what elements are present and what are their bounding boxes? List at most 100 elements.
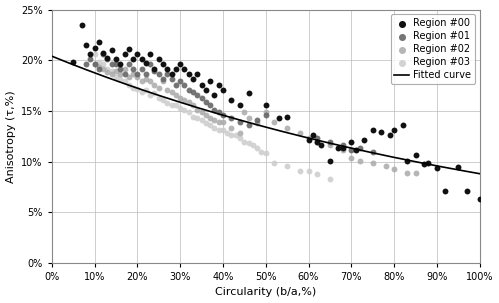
- Region #00: [309, 133, 317, 138]
- Region #00: [262, 102, 270, 107]
- Region #03: [138, 89, 146, 94]
- Region #01: [253, 118, 261, 122]
- Region #03: [168, 102, 176, 107]
- Region #03: [90, 52, 98, 57]
- Region #00: [219, 87, 227, 92]
- Region #03: [142, 87, 150, 92]
- Region #01: [146, 62, 154, 67]
- Region #01: [193, 92, 201, 97]
- Region #00: [99, 51, 107, 55]
- Region #02: [151, 82, 159, 87]
- Region #02: [159, 79, 167, 84]
- Region #01: [95, 67, 103, 72]
- Region #03: [155, 95, 163, 100]
- Region #00: [476, 197, 484, 201]
- Region #03: [185, 109, 193, 114]
- Region #00: [86, 52, 94, 57]
- Region #00: [424, 160, 432, 165]
- Region #02: [241, 109, 249, 114]
- Region #00: [454, 164, 462, 169]
- Region #00: [112, 57, 120, 62]
- Region #01: [82, 62, 90, 67]
- Region #01: [211, 108, 219, 112]
- Region #01: [206, 102, 214, 107]
- Region #03: [215, 128, 223, 132]
- Region #00: [103, 56, 111, 61]
- Region #02: [369, 160, 377, 165]
- Region #00: [228, 97, 236, 102]
- Region #01: [155, 72, 163, 77]
- Region #00: [442, 188, 450, 193]
- Region #00: [463, 188, 471, 193]
- Region #02: [339, 148, 347, 153]
- Region #02: [121, 67, 129, 72]
- Region #02: [95, 65, 103, 70]
- Region #03: [159, 97, 167, 102]
- Region #01: [326, 140, 334, 145]
- Region #01: [138, 67, 146, 72]
- Region #03: [108, 69, 116, 74]
- Region #01: [236, 120, 244, 125]
- Region #03: [181, 108, 189, 112]
- Region #00: [189, 77, 197, 82]
- Region #02: [215, 120, 223, 125]
- Region #00: [176, 62, 184, 67]
- Region #02: [103, 70, 111, 75]
- Region #03: [313, 171, 321, 176]
- Region #03: [202, 121, 210, 125]
- Region #03: [245, 141, 252, 146]
- Region #02: [347, 156, 355, 161]
- Region #02: [99, 67, 107, 72]
- Region #02: [245, 115, 252, 120]
- Fitted curve: [467, 170, 473, 174]
- Region #00: [211, 92, 219, 97]
- Region #03: [304, 168, 312, 173]
- Region #02: [168, 89, 176, 94]
- Region #00: [420, 161, 428, 166]
- Region #01: [116, 67, 124, 72]
- Region #00: [326, 158, 334, 163]
- Region #03: [219, 128, 227, 132]
- Region #01: [228, 115, 236, 120]
- Region #03: [228, 133, 236, 138]
- Region #00: [181, 67, 189, 72]
- Region #00: [125, 47, 133, 52]
- Region #03: [95, 60, 103, 65]
- Region #03: [129, 85, 137, 90]
- Region #03: [326, 176, 334, 181]
- Region #03: [198, 118, 206, 122]
- Y-axis label: Anisotropy (τ,%): Anisotropy (τ,%): [5, 90, 15, 182]
- Region #03: [232, 133, 240, 138]
- Region #00: [386, 133, 394, 138]
- Region #01: [176, 79, 184, 84]
- Region #02: [202, 112, 210, 117]
- Region #02: [138, 79, 146, 84]
- Region #02: [198, 109, 206, 114]
- Region #01: [339, 143, 347, 148]
- Fitted curve: [477, 172, 483, 175]
- Region #01: [142, 72, 150, 77]
- Region #03: [223, 131, 231, 136]
- Region #01: [189, 89, 197, 94]
- Region #02: [304, 136, 312, 141]
- Region #03: [193, 115, 201, 120]
- Region #02: [181, 97, 189, 102]
- Region #02: [313, 140, 321, 145]
- Region #02: [326, 143, 334, 148]
- Region #01: [151, 69, 159, 74]
- Region #00: [274, 115, 282, 120]
- Region #02: [270, 120, 278, 125]
- Region #00: [339, 146, 347, 151]
- Region #03: [116, 77, 124, 82]
- Region #02: [219, 120, 227, 125]
- Region #01: [202, 99, 210, 104]
- Region #03: [189, 115, 197, 119]
- Region #03: [236, 136, 244, 141]
- Region #00: [313, 140, 321, 145]
- Region #03: [125, 82, 133, 87]
- Region #02: [172, 92, 180, 97]
- Region #00: [334, 146, 342, 151]
- Region #01: [129, 67, 137, 72]
- Region #02: [146, 79, 154, 84]
- Region #00: [360, 138, 368, 143]
